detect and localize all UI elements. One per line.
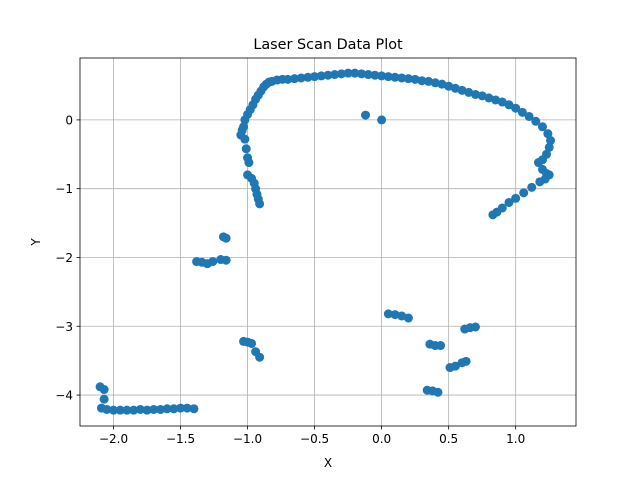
x-tick-label: −2.0 — [99, 432, 128, 446]
x-tick-label: 0.5 — [439, 432, 458, 446]
scan-point — [511, 193, 521, 203]
scan-point — [155, 404, 165, 414]
plot-frame — [79, 57, 577, 427]
scan-point — [149, 404, 159, 414]
scan-point — [470, 89, 480, 99]
scan-point — [424, 76, 434, 86]
scan-point — [470, 322, 480, 332]
scan-point — [517, 107, 527, 117]
scan-point — [208, 257, 218, 267]
scan-points — [95, 68, 556, 415]
scan-point — [310, 72, 320, 82]
scan-point — [357, 69, 367, 79]
y-tick-label: −3 — [55, 320, 73, 334]
scan-point — [350, 68, 360, 78]
scan-point — [109, 405, 119, 415]
x-tick-label: 1.0 — [506, 432, 525, 446]
scan-point — [241, 144, 251, 154]
scan-point — [135, 404, 145, 414]
scan-point — [176, 403, 186, 413]
scan-point — [361, 110, 371, 120]
scan-point — [102, 404, 112, 414]
scan-point — [221, 233, 231, 243]
x-tick-label: −1.5 — [166, 432, 195, 446]
scan-point — [436, 341, 446, 351]
scan-point — [377, 71, 387, 81]
scan-point — [169, 404, 179, 414]
scan-point — [543, 129, 553, 139]
scan-point — [182, 403, 192, 413]
scan-point — [289, 74, 299, 84]
scan-point — [504, 100, 514, 110]
scan-point — [410, 74, 420, 84]
scan-point — [189, 404, 199, 414]
scan-point — [370, 70, 380, 80]
scan-point — [221, 255, 231, 265]
scan-point — [403, 74, 413, 84]
scan-point — [303, 72, 313, 82]
scan-point — [240, 134, 250, 144]
scan-point — [397, 73, 407, 83]
scan-point — [383, 309, 393, 319]
scan-point — [142, 405, 152, 415]
y-tick-label: 0 — [65, 113, 73, 127]
scan-point — [323, 70, 333, 80]
y-tick-label: −2 — [55, 251, 73, 265]
scan-point — [336, 69, 346, 79]
scan-point — [115, 405, 125, 415]
scan-point — [537, 122, 547, 132]
scan-point — [433, 387, 443, 397]
x-tick-label: −1.0 — [233, 432, 262, 446]
grid-lines — [80, 58, 576, 426]
scan-point — [461, 356, 471, 366]
scan-point — [531, 116, 541, 126]
scan-point — [122, 405, 132, 415]
scan-point — [283, 74, 293, 84]
scan-point — [99, 385, 109, 395]
y-tick-label: −4 — [55, 389, 73, 403]
scan-point — [244, 158, 254, 168]
scan-point — [511, 103, 521, 113]
scan-point — [255, 199, 265, 209]
scan-point — [390, 72, 400, 82]
scan-point — [237, 125, 247, 135]
x-tick-label: 0.0 — [372, 432, 391, 446]
y-axis-label: Y — [29, 238, 43, 247]
scan-point — [417, 76, 427, 86]
scan-point — [403, 313, 413, 323]
scan-point — [535, 177, 545, 187]
x-axis-label: X — [324, 456, 332, 470]
scan-point — [488, 210, 498, 220]
scan-point — [544, 142, 554, 152]
scan-point — [296, 73, 306, 83]
scan-point — [533, 158, 543, 168]
x-tick-label: −0.5 — [300, 432, 329, 446]
scan-point — [390, 310, 400, 320]
scan-point — [99, 394, 109, 404]
scan-point — [316, 71, 326, 81]
scan-point — [383, 72, 393, 82]
scan-point — [527, 182, 537, 192]
scan-point — [162, 404, 172, 414]
y-tick-label: −1 — [55, 182, 73, 196]
scan-point — [247, 338, 257, 348]
scan-point — [504, 197, 514, 207]
scan-point — [546, 136, 556, 146]
scan-point — [524, 111, 534, 121]
scan-point — [330, 70, 340, 80]
scan-point — [343, 68, 353, 78]
scan-point — [450, 361, 460, 371]
scan-point — [377, 115, 387, 125]
scan-point — [255, 352, 265, 362]
chart-title: Laser Scan Data Plot — [253, 37, 403, 53]
axis-ticks: −2.0 −1.5 −1.0 −0.5 0.0 0.5 1.0 0 −1 −2 −3 −4 — [55, 113, 525, 446]
scan-point — [519, 188, 529, 198]
scan-point — [129, 405, 139, 415]
scan-point — [363, 70, 373, 80]
scan-point — [430, 78, 440, 88]
